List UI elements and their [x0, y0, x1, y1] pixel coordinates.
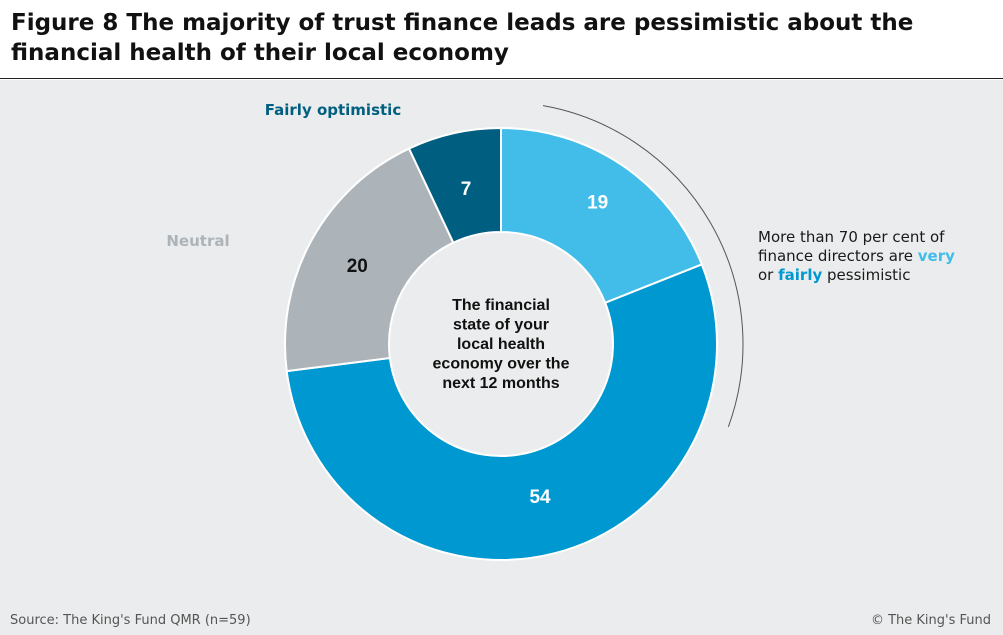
source-note: Source: The King's Fund QMR (n=59) — [10, 613, 251, 628]
annotation-very: very — [917, 247, 955, 265]
center-label: The financial state of your local health ec… — [433, 297, 570, 392]
slice-3 — [284, 147, 455, 373]
annotation-text-after: pessimistic — [827, 266, 911, 284]
slice-value-label: 7 — [461, 179, 472, 200]
slice-4 — [407, 126, 502, 244]
category-label: Fairly optimistic — [265, 101, 401, 119]
pessimistic-bracket — [542, 105, 744, 427]
annotation-fairly: fairly — [778, 266, 823, 284]
annotation-or: or — [758, 266, 774, 284]
header: Figure 8 The majority of trust finance l… — [0, 0, 1003, 79]
slice-2 — [285, 263, 718, 561]
slice-labels: 19 54 20 7 Fairly optimistic Neutral — [166, 101, 608, 508]
copyright-note: © The King's Fund — [870, 613, 991, 628]
slice-value-label: 20 — [347, 256, 368, 277]
donut-slices — [284, 126, 718, 561]
chart-title: Figure 8 The majority of trust finance l… — [11, 10, 914, 66]
slice-value-label: 19 — [587, 193, 608, 214]
slice-value-label: 54 — [529, 487, 551, 508]
category-label: Neutral — [166, 232, 229, 250]
annotation-text-before: More than 70 per cent of finance directo… — [758, 228, 945, 265]
slice-1 — [500, 126, 704, 305]
annotation-text: More than 70 per cent of finance directo… — [758, 228, 958, 285]
